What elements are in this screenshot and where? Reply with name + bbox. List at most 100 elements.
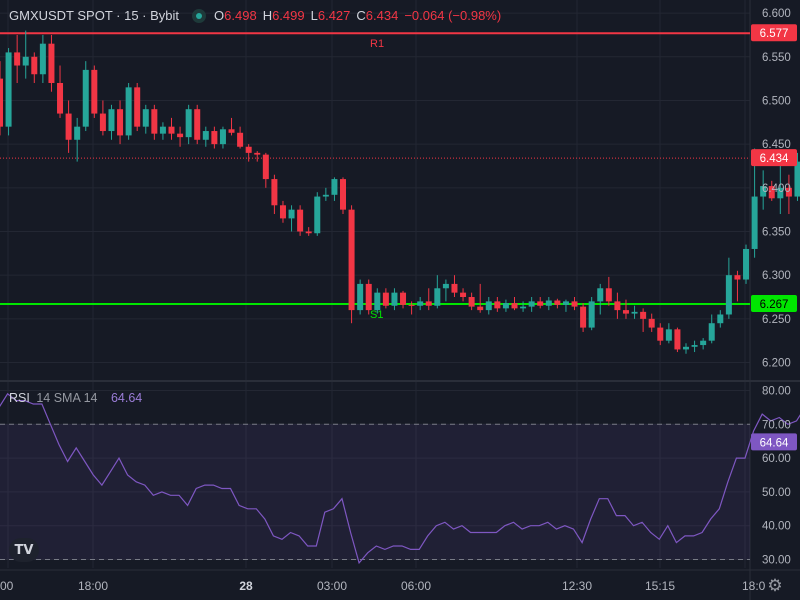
candle[interactable] <box>57 65 64 118</box>
candle[interactable] <box>485 297 492 315</box>
candle[interactable] <box>408 301 415 315</box>
candle[interactable] <box>271 174 278 215</box>
candle[interactable] <box>691 340 698 353</box>
candle[interactable] <box>400 290 407 309</box>
price-axis[interactable]: 6.600 6.550 6.500 6.450 6.400 6.350 6.300 6.250… <box>0 8 797 593</box>
candle[interactable] <box>374 288 381 314</box>
candle[interactable] <box>177 126 184 147</box>
candle[interactable] <box>622 299 629 319</box>
candle[interactable] <box>648 313 655 332</box>
candle[interactable] <box>417 297 424 311</box>
candle[interactable] <box>331 177 338 201</box>
candle[interactable] <box>237 126 244 149</box>
candle[interactable] <box>605 276 612 306</box>
candle[interactable] <box>357 279 364 315</box>
s1-price-tag[interactable]: 6.267 <box>751 295 797 312</box>
candle[interactable] <box>279 200 286 223</box>
candle[interactable] <box>254 151 261 162</box>
candle[interactable] <box>614 292 621 319</box>
candle[interactable] <box>460 288 467 302</box>
candle[interactable] <box>348 205 355 324</box>
candle[interactable] <box>554 298 561 309</box>
candle[interactable] <box>520 301 527 312</box>
candle[interactable] <box>751 148 758 258</box>
candle[interactable] <box>117 100 124 145</box>
candle[interactable] <box>468 292 475 311</box>
candle[interactable] <box>262 152 269 188</box>
candle[interactable] <box>631 305 638 319</box>
candle[interactable] <box>65 100 72 153</box>
candle[interactable] <box>700 338 707 350</box>
candle[interactable] <box>185 104 192 145</box>
candle[interactable] <box>322 187 329 201</box>
candle[interactable] <box>580 303 587 332</box>
candle[interactable] <box>725 257 732 319</box>
candle[interactable] <box>365 279 372 315</box>
candle[interactable] <box>562 299 569 312</box>
candle[interactable] <box>0 61 3 136</box>
candle[interactable] <box>545 297 552 311</box>
candle[interactable] <box>74 117 81 162</box>
candle[interactable] <box>382 288 389 309</box>
candle[interactable] <box>91 65 98 118</box>
candle[interactable] <box>785 174 792 215</box>
rsi-legend[interactable]: RSI 14 SMA 14 64.64 <box>9 391 142 405</box>
candle[interactable] <box>571 297 578 311</box>
candle[interactable] <box>477 283 484 313</box>
candle[interactable] <box>340 177 346 215</box>
candlestick-series[interactable] <box>0 30 800 354</box>
gear-icon[interactable]: ⚙ <box>767 576 783 595</box>
candle[interactable] <box>134 82 141 132</box>
candle[interactable] <box>31 52 38 83</box>
candle[interactable] <box>502 299 509 312</box>
candle[interactable] <box>142 104 149 134</box>
candle[interactable] <box>108 104 115 140</box>
candle[interactable] <box>511 297 518 311</box>
candle[interactable] <box>743 244 750 284</box>
rsi-pane[interactable] <box>0 391 800 565</box>
candle[interactable] <box>211 126 218 149</box>
candle[interactable] <box>125 82 132 140</box>
candle[interactable] <box>314 192 321 236</box>
candle[interactable] <box>537 297 544 309</box>
last-price-tag[interactable]: 6.434 <box>751 149 797 167</box>
candle[interactable] <box>202 126 209 147</box>
candle[interactable] <box>228 117 235 136</box>
candle[interactable] <box>5 48 12 136</box>
candle[interactable] <box>768 180 775 201</box>
candle[interactable] <box>708 314 715 344</box>
candle[interactable] <box>760 170 767 210</box>
r1-price-tag[interactable]: 6.577 <box>751 24 797 42</box>
candle[interactable] <box>391 288 398 311</box>
candle[interactable] <box>734 270 741 302</box>
candle[interactable] <box>194 104 201 145</box>
candle[interactable] <box>588 297 595 331</box>
candle[interactable] <box>640 308 647 332</box>
candle[interactable] <box>657 323 664 346</box>
candle[interactable] <box>82 61 89 132</box>
candle[interactable] <box>597 283 604 315</box>
candle[interactable] <box>451 275 458 298</box>
candle[interactable] <box>777 157 784 215</box>
candle[interactable] <box>219 126 226 149</box>
rsi-line[interactable] <box>0 391 800 565</box>
candle[interactable] <box>794 152 800 201</box>
candle[interactable] <box>425 288 432 311</box>
candle[interactable] <box>665 323 672 344</box>
rsi-value-tag[interactable]: 64.64 <box>751 433 797 451</box>
candle[interactable] <box>494 297 501 312</box>
candle[interactable] <box>528 297 535 312</box>
candle[interactable] <box>288 205 295 232</box>
candle[interactable] <box>14 34 21 83</box>
candle[interactable] <box>151 104 158 140</box>
tradingview-logo-icon[interactable]: TV <box>9 538 39 562</box>
candle[interactable] <box>305 227 312 236</box>
candle[interactable] <box>99 100 106 136</box>
candle[interactable] <box>442 279 449 302</box>
candle[interactable] <box>297 205 304 236</box>
candle[interactable] <box>168 117 175 140</box>
candle[interactable] <box>245 144 252 162</box>
candle[interactable] <box>48 34 55 92</box>
candle[interactable] <box>434 275 441 309</box>
